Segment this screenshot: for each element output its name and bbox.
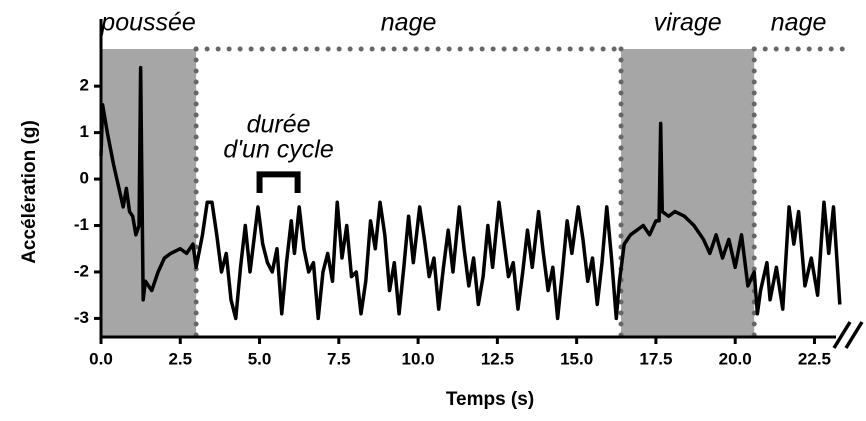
y-axis-label: Accélération (g) — [19, 120, 40, 264]
cycle-bracket — [256, 171, 301, 193]
y-tick-label: 2 — [80, 76, 89, 95]
phase-label: nage — [771, 9, 827, 37]
x-tick-label: 7.5 — [327, 349, 351, 368]
y-tick-label: 0 — [80, 169, 89, 188]
phase-label: virage — [654, 9, 722, 37]
y-tick-label: -3 — [74, 308, 89, 327]
axis-break — [832, 321, 864, 352]
break-line — [832, 321, 852, 349]
x-tick-label: 15.0 — [560, 349, 593, 368]
y-tick-label: 1 — [80, 122, 89, 141]
x-tick-label: 12.5 — [481, 349, 514, 368]
y-tick-label: -1 — [74, 215, 89, 234]
x-tick-label: 5.0 — [248, 349, 272, 368]
phase-shade — [621, 49, 755, 337]
y-tick-label: -2 — [74, 261, 89, 280]
x-tick-label: 10.0 — [402, 349, 435, 368]
x-tick-label: 17.5 — [639, 349, 672, 368]
break-line — [844, 321, 864, 349]
x-tick-label: 20.0 — [719, 349, 752, 368]
data-line — [99, 65, 842, 321]
x-tick-label: 22.5 — [798, 349, 831, 368]
phase-label: nage — [381, 9, 437, 37]
shade-layer — [101, 49, 755, 337]
annotation-text: durée — [247, 111, 311, 139]
x-tick-label: 0.0 — [89, 349, 113, 368]
x-axis-label: Temps (s) — [446, 389, 534, 410]
phase-label: poussée — [100, 9, 196, 37]
x-tick-label: 2.5 — [168, 349, 192, 368]
annotation-text: d'un cycle — [223, 136, 333, 164]
phase-shade — [101, 49, 197, 337]
